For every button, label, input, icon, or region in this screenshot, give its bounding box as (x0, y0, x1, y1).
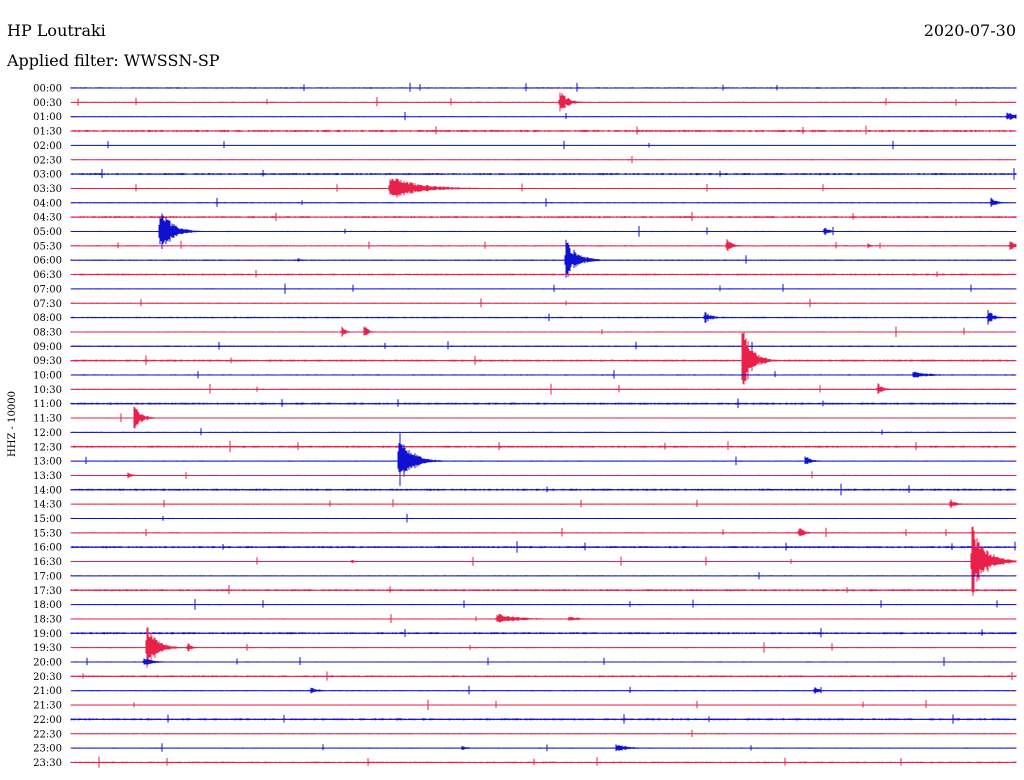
trace-row (70, 269, 1017, 278)
row-label: 12:30 (33, 442, 62, 453)
trace-row (70, 628, 1017, 638)
row-label: 02:30 (33, 155, 62, 166)
row-label: 01:00 (33, 112, 62, 123)
row-label: 21:30 (33, 701, 62, 712)
trace-row (70, 111, 1017, 121)
row-label: 07:30 (33, 299, 62, 310)
trace-row (70, 585, 1017, 595)
trace-row (70, 370, 1017, 379)
row-label: 03:30 (33, 184, 62, 195)
trace-row (70, 125, 1017, 135)
row-label: 12:00 (33, 428, 62, 439)
row-label: 23:00 (33, 744, 62, 755)
row-label: 04:00 (33, 198, 62, 209)
row-label: 03:00 (33, 170, 62, 181)
row-label: 17:30 (33, 586, 62, 597)
trace-row (70, 341, 1017, 350)
station-title: HP Loutraki (7, 21, 106, 40)
row-label: 20:30 (33, 672, 62, 683)
row-label: 20:00 (33, 658, 62, 669)
row-label: 10:30 (33, 385, 62, 396)
row-label: 19:30 (33, 643, 62, 654)
row-label: 01:30 (33, 127, 62, 138)
trace-row (70, 82, 1017, 92)
trace-row (70, 685, 1017, 695)
row-label: 22:30 (33, 729, 62, 740)
row-label: 18:30 (33, 614, 62, 625)
trace-row (70, 428, 1017, 436)
row-label: 15:00 (33, 514, 62, 525)
row-label: 14:00 (33, 485, 62, 496)
trace-row (70, 743, 1017, 752)
row-label: 19:00 (33, 629, 62, 640)
y-axis-label: HHZ - 10000 (7, 391, 18, 457)
row-label: 08:30 (33, 327, 62, 338)
row-label: 08:00 (33, 313, 62, 324)
row-label: 02:00 (33, 141, 62, 152)
row-label: 06:00 (33, 256, 62, 267)
filter-label: Applied filter: WWSSN-SP (6, 51, 220, 70)
row-label: 18:00 (33, 600, 62, 611)
trace-row (70, 331, 1017, 385)
row-label: 16:30 (33, 557, 62, 568)
row-label: 11:00 (33, 399, 62, 410)
row-label: 16:00 (33, 543, 62, 554)
row-label: 09:00 (33, 342, 62, 353)
row-label: 13:30 (33, 471, 62, 482)
trace-row (70, 197, 1017, 207)
row-label: 00:00 (33, 84, 62, 95)
row-label: 13:00 (33, 457, 62, 468)
row-label: 14:30 (33, 500, 62, 511)
row-label: 23:30 (33, 758, 62, 769)
row-label: 11:30 (33, 414, 62, 425)
row-label: 15:30 (33, 528, 62, 539)
row-label: 17:00 (33, 571, 62, 582)
row-label: 09:30 (33, 356, 62, 367)
row-label: 10:00 (33, 371, 62, 382)
row-label: 07:00 (33, 284, 62, 295)
trace-row (70, 239, 1017, 251)
row-label: 05:00 (33, 227, 62, 238)
row-label: 00:30 (33, 98, 62, 109)
row-label: 04:30 (33, 213, 62, 224)
row-labels: 00:00 00:30 01:00 01:30 02:00 02:30 03:00 03:30… (33, 84, 62, 769)
row-label: 21:00 (33, 686, 62, 697)
trace-row (70, 433, 1017, 486)
trace-row (70, 211, 1017, 221)
record-date: 2020-07-30 (924, 21, 1016, 40)
row-label: 05:30 (33, 241, 62, 252)
row-label: 06:30 (33, 270, 62, 281)
seismic-traces (70, 82, 1017, 768)
row-label: 22:00 (33, 715, 62, 726)
